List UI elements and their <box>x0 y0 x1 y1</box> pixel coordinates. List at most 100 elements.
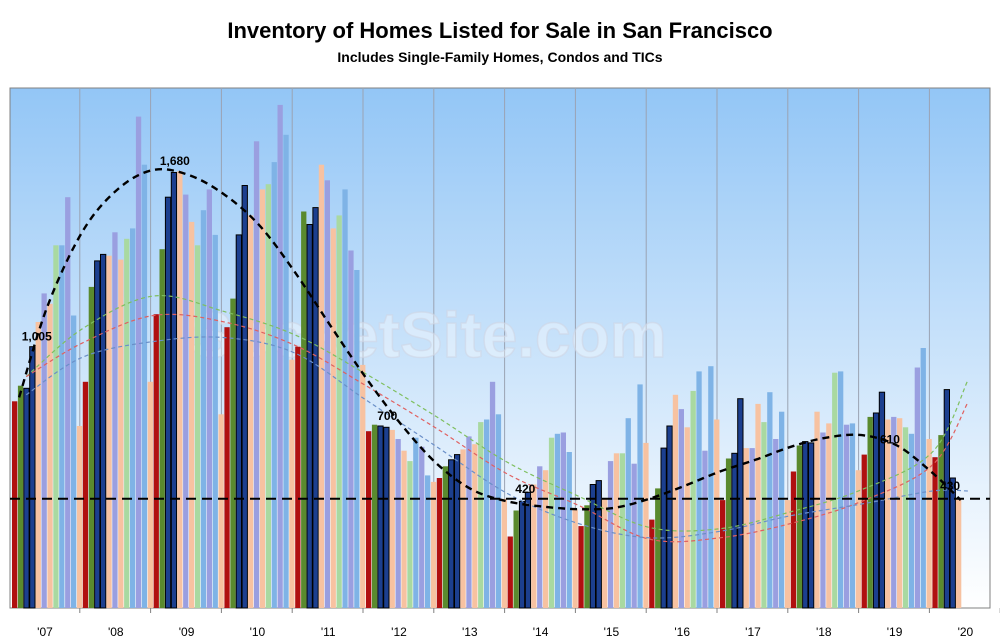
bar-'16-m2 <box>655 488 661 608</box>
bar-'10-m6 <box>253 141 260 609</box>
bar-'09-m11 <box>212 234 218 608</box>
bar-'13-m9 <box>484 419 490 608</box>
bar-'18-m10 <box>843 424 850 608</box>
bar-'14-m3 <box>518 500 526 609</box>
x-tick-label-'14: '14 <box>533 625 549 639</box>
bar-'19-m9 <box>908 433 915 608</box>
bar-'11-m10 <box>348 250 354 608</box>
bar-'14-m2 <box>513 510 519 608</box>
bar-'11-m5 <box>318 164 325 608</box>
bar-'11-m11 <box>354 270 360 608</box>
x-tick-label-'18: '18 <box>816 625 832 639</box>
bar-'14-m11 <box>566 452 572 608</box>
bar-'17-m5 <box>743 448 749 608</box>
bar-'08-m9 <box>130 228 136 608</box>
bar-'07-m8 <box>53 245 59 609</box>
bar-'13-m8 <box>478 422 484 608</box>
x-tick-label-'09: '09 <box>179 625 195 639</box>
bar-'17-m4 <box>737 398 744 609</box>
bar-'20-m2 <box>938 435 944 608</box>
bar-'12-m5 <box>389 429 395 608</box>
bar-'10-m1 <box>224 327 230 608</box>
bar-'08-m7 <box>118 259 124 608</box>
x-tick-label-'13: '13 <box>462 625 478 639</box>
bar-'15-m7 <box>613 453 620 608</box>
bar-'10-m10 <box>277 104 283 609</box>
bar-'18-m8 <box>832 372 838 608</box>
bar-'14-m12 <box>572 509 578 608</box>
bar-'16-m3 <box>660 447 667 609</box>
bar-'08-m8 <box>124 238 130 609</box>
bar-'11-m9 <box>342 189 348 608</box>
bar-'19-m5 <box>885 419 891 608</box>
x-tick-label-'12: '12 <box>391 625 407 639</box>
bar-'09-m5 <box>177 171 183 608</box>
bar-'07-m1 <box>12 401 18 608</box>
bar-'18-m4 <box>808 442 815 609</box>
annotation-700: 700 <box>377 409 397 423</box>
bar-'12-m12 <box>430 481 437 608</box>
bar-'09-m7 <box>189 221 195 608</box>
bar-'19-m2 <box>867 416 873 608</box>
bar-'15-m12 <box>643 442 649 608</box>
thin-trend-line-3 <box>25 336 968 539</box>
bar-'13-m7 <box>472 444 478 608</box>
x-tick-label-'15: '15 <box>604 625 620 639</box>
bar-'17-m6 <box>749 448 755 608</box>
bar-'18-m2 <box>796 445 802 608</box>
bar-'12-m2 <box>371 424 378 608</box>
bar-'15-m2 <box>584 505 590 608</box>
bar-'17-m10 <box>773 439 779 608</box>
bar-'09-m10 <box>206 189 212 608</box>
bar-'07-m12 <box>76 426 83 608</box>
bar-'12-m4 <box>383 426 390 609</box>
bar-'15-m6 <box>607 461 614 608</box>
bar-'07-m7 <box>47 303 53 608</box>
bar-'11-m4 <box>312 207 319 609</box>
thin-trend-line-2 <box>25 313 969 543</box>
bar-'14-m9 <box>554 433 561 608</box>
bar-'08-m10 <box>135 116 142 608</box>
bar-'12-m6 <box>395 439 401 608</box>
bar-'07-m2 <box>17 385 24 608</box>
bar-'07-m11 <box>71 315 77 608</box>
bar-'07-m5 <box>35 322 41 608</box>
trend-line <box>17 167 962 511</box>
bar-'18-m6 <box>820 432 826 608</box>
bar-'15-m9 <box>625 418 631 608</box>
bar-'08-m3 <box>94 260 101 609</box>
bar-'20-m5 <box>956 498 962 608</box>
bar-'11-m1 <box>295 346 301 608</box>
bar-'10-m2 <box>230 298 236 608</box>
bar-'08-m11 <box>141 164 148 608</box>
bar-'10-m9 <box>271 162 277 608</box>
bar-'19-m11 <box>920 348 926 608</box>
bar-'09-m8 <box>194 245 201 609</box>
bar-'17-m9 <box>767 392 773 608</box>
x-tick-label-'17: '17 <box>745 625 761 639</box>
chart-subtitle: Includes Single-Family Homes, Condos and… <box>337 49 663 65</box>
bar-'16-m11 <box>708 366 714 608</box>
bar-'12-m1 <box>366 431 372 608</box>
bar-'15-m11 <box>637 384 643 608</box>
bar-'16-m6 <box>678 409 684 608</box>
bar-'07-m4 <box>29 346 36 609</box>
bar-'10-m11 <box>283 134 289 609</box>
bar-'11-m12 <box>360 364 366 608</box>
bar-'19-m1 <box>861 454 867 608</box>
bar-'10-m5 <box>248 215 254 608</box>
annotation-430: 430 <box>940 479 960 493</box>
bar-'15-m8 <box>619 453 625 608</box>
bar-'13-m3 <box>448 459 455 609</box>
bar-'07-m6 <box>41 293 47 608</box>
bar-'14-m6 <box>537 466 543 608</box>
bar-'18-m9 <box>838 371 844 608</box>
chart-title: Inventory of Homes Listed for Sale in Sa… <box>227 18 773 43</box>
bar-'18-m5 <box>814 411 820 608</box>
thin-trend-line-1 <box>25 294 969 532</box>
bar-'16-m9 <box>696 371 702 608</box>
bar-'11-m3 <box>306 224 313 609</box>
bar-'18-m12 <box>855 470 861 608</box>
bar-'08-m4 <box>100 253 107 609</box>
